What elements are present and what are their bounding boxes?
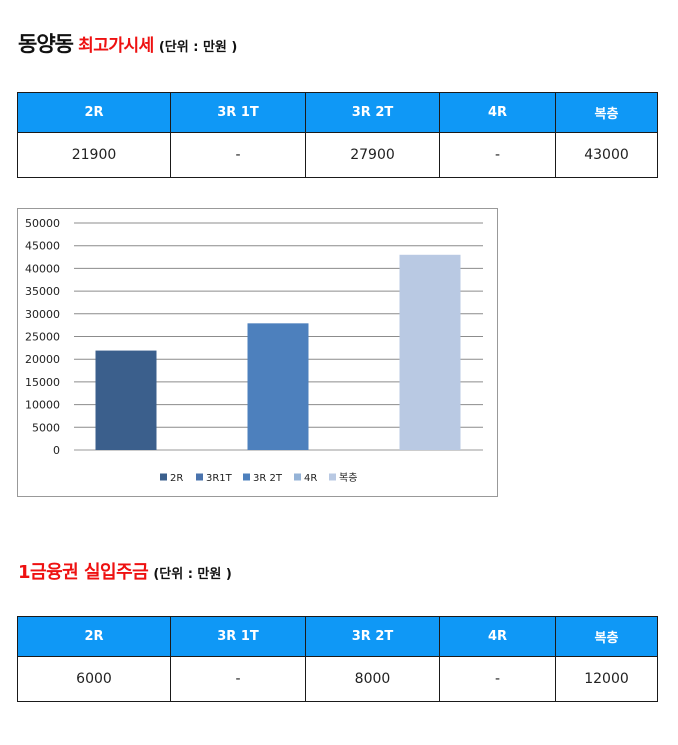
y-tick-label: 25000 (25, 331, 60, 344)
header-cell: 3R 2T (305, 92, 440, 133)
header-cell: 4R (439, 92, 556, 133)
section1-title: 동양동 (18, 32, 74, 56)
header-cell: 3R 1T (170, 92, 306, 133)
price-table-deposit: 2R 3R 1T 3R 2T 4R 복층 6000 - 8000 - 12000 (17, 616, 658, 702)
y-tick-label: 20000 (25, 353, 60, 366)
y-tick-label: 40000 (25, 262, 60, 275)
header-cell: 4R (439, 616, 556, 657)
value-cell: 12000 (555, 656, 658, 702)
value-cell: 6000 (17, 656, 171, 702)
legend-label: 복층 (339, 472, 357, 484)
y-tick-label: 30000 (25, 308, 60, 321)
legend-label: 2R (170, 473, 183, 484)
value-cell: - (439, 132, 556, 178)
section1-unit: (단위 : 만원 ) (158, 40, 238, 55)
legend-swatch (294, 473, 301, 481)
y-tick-label: 15000 (25, 376, 60, 389)
value-cell: 43000 (555, 132, 658, 178)
section2-heading: 1금융권 실입주금 (단위 : 만원 ) (18, 558, 232, 584)
legend-label: 3R 2T (253, 473, 283, 484)
legend-label: 3R1T (206, 473, 233, 484)
table-header-row: 2R 3R 1T 3R 2T 4R 복층 (17, 92, 658, 133)
y-tick-label: 0 (53, 444, 60, 457)
y-tick-label: 35000 (25, 285, 60, 298)
header-cell: 2R (17, 92, 171, 133)
table-row: 21900 - 27900 - 43000 (17, 132, 658, 178)
y-tick-label: 5000 (32, 421, 60, 434)
value-cell: 21900 (17, 132, 171, 178)
y-tick-label: 45000 (25, 240, 60, 253)
header-cell: 복층 (555, 616, 658, 657)
legend-label: 4R (304, 473, 317, 484)
bar (247, 323, 309, 450)
legend-swatch (329, 473, 336, 481)
section2-title: 1금융권 실입주금 (18, 562, 149, 583)
header-cell: 3R 2T (305, 616, 440, 657)
header-cell: 2R (17, 616, 171, 657)
y-tick-label: 10000 (25, 399, 60, 412)
section2-unit: (단위 : 만원 ) (153, 567, 232, 582)
section1-subtitle: 최고가시세 (78, 36, 154, 56)
bar (399, 254, 461, 450)
section1-heading: 동양동 최고가시세 (단위 : 만원 ) (18, 28, 237, 58)
price-table-max: 2R 3R 1T 3R 2T 4R 복층 21900 - 27900 - 430… (17, 92, 658, 178)
value-cell: 8000 (305, 656, 440, 702)
header-cell: 복층 (555, 92, 658, 133)
bar-chart-svg: 0 5000 10000 15000 20000 25000 30000 35000 40000… (25, 217, 483, 484)
value-cell: - (170, 132, 306, 178)
legend-swatch (160, 473, 167, 481)
header-cell: 3R 1T (170, 616, 306, 657)
value-cell: 27900 (305, 132, 440, 178)
price-bar-chart: 0 5000 10000 15000 20000 25000 30000 35000 40000… (17, 208, 498, 497)
value-cell: - (170, 656, 306, 702)
table-row: 6000 - 8000 - 12000 (17, 656, 658, 702)
legend-swatch (196, 473, 203, 481)
y-tick-label: 50000 (25, 217, 60, 230)
bar (95, 350, 157, 450)
value-cell: - (439, 656, 556, 702)
legend-swatch (243, 473, 250, 481)
table-header-row: 2R 3R 1T 3R 2T 4R 복층 (17, 616, 658, 657)
